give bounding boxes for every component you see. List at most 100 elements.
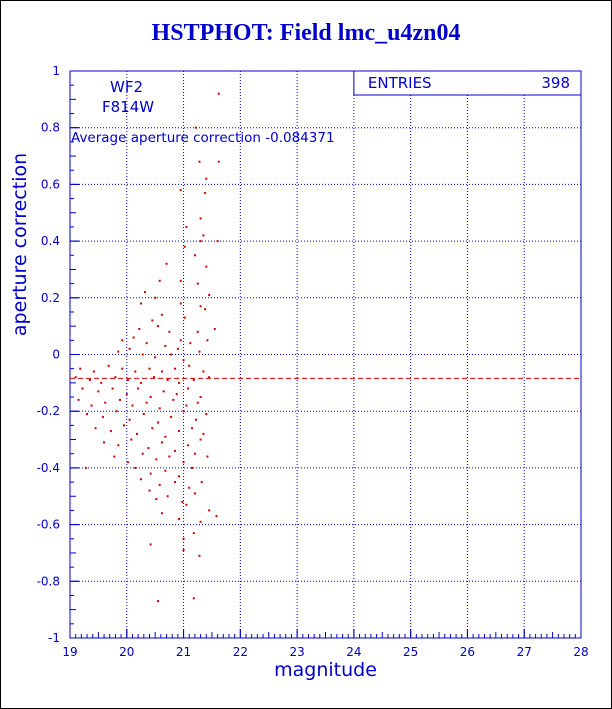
data-point	[205, 265, 208, 268]
data-point	[134, 466, 137, 469]
x-tick-label: 26	[460, 645, 475, 659]
data-point	[192, 532, 195, 535]
data-point	[191, 466, 194, 469]
data-point	[130, 438, 133, 441]
data-point	[172, 398, 175, 401]
data-point	[114, 376, 117, 379]
data-point	[196, 330, 199, 333]
data-point	[193, 492, 196, 495]
x-tick-label: 20	[119, 645, 134, 659]
stats-entries-label: ENTRIES	[368, 74, 432, 92]
data-point	[185, 225, 188, 228]
data-point	[149, 543, 152, 546]
data-point	[205, 413, 208, 416]
data-point	[200, 481, 203, 484]
data-point	[111, 387, 114, 390]
y-tick-label: 0.2	[41, 291, 60, 305]
data-point	[199, 305, 202, 308]
data-point	[199, 240, 202, 243]
data-point	[155, 458, 158, 461]
data-point	[145, 342, 148, 345]
data-point	[198, 350, 201, 353]
data-point	[170, 415, 173, 418]
data-point	[101, 415, 104, 418]
data-point	[217, 160, 220, 163]
data-point	[196, 282, 199, 285]
data-point	[178, 475, 181, 478]
data-point	[178, 430, 181, 433]
y-tick-label: 0	[52, 348, 60, 362]
data-point	[164, 344, 167, 347]
data-point	[179, 279, 182, 282]
data-point	[202, 370, 205, 373]
data-point	[187, 444, 190, 447]
data-point	[151, 427, 154, 430]
data-point	[158, 483, 161, 486]
data-point	[188, 364, 191, 367]
data-point	[182, 537, 185, 540]
data-point	[205, 177, 208, 180]
data-point	[148, 489, 151, 492]
data-point	[181, 500, 184, 503]
data-point	[168, 330, 171, 333]
data-point	[141, 353, 144, 356]
data-point	[208, 509, 211, 512]
data-point	[126, 461, 129, 464]
data-point	[170, 353, 173, 356]
data-point	[182, 461, 185, 464]
data-point	[204, 308, 207, 311]
data-point	[199, 520, 202, 523]
stats-box	[353, 70, 582, 96]
data-point	[126, 379, 129, 382]
data-point	[134, 370, 137, 373]
tick-labels: 19 20 21 22 23 24 25 26 27 28 -1 -0.8 -0.6 -0.4 -0.2 0 0…	[37, 64, 589, 659]
data-point	[137, 387, 140, 390]
x-tick-label: 19	[62, 645, 77, 659]
data-point	[139, 381, 142, 384]
x-tick-label: 21	[176, 645, 191, 659]
data-point	[147, 447, 150, 450]
data-point	[81, 387, 84, 390]
data-point	[213, 327, 216, 330]
data-point	[109, 430, 112, 433]
average-annotation: Average aperture correction -0.084371	[71, 130, 335, 146]
data-point	[206, 339, 209, 342]
data-point	[154, 356, 157, 359]
data-point	[84, 466, 87, 469]
y-tick-label: -1	[48, 631, 60, 645]
data-point	[206, 455, 209, 458]
y-tick-label: -0.6	[37, 518, 60, 532]
data-point	[192, 379, 195, 382]
data-point	[195, 126, 198, 129]
x-tick-label: 24	[346, 645, 361, 659]
data-point	[179, 189, 182, 192]
data-point	[158, 279, 161, 282]
data-point	[198, 554, 201, 557]
data-point	[117, 444, 120, 447]
data-point	[174, 367, 177, 370]
data-point	[148, 367, 151, 370]
data-point	[77, 398, 80, 401]
data-point	[74, 376, 77, 379]
data-points	[74, 92, 220, 603]
data-point	[182, 359, 185, 362]
data-point	[208, 376, 211, 379]
data-point	[139, 478, 142, 481]
data-point	[143, 291, 146, 294]
data-point	[162, 390, 165, 393]
data-point	[160, 441, 163, 444]
data-point	[168, 455, 171, 458]
data-point	[103, 441, 106, 444]
data-point	[164, 435, 167, 438]
data-point	[183, 316, 186, 319]
data-point	[199, 217, 202, 220]
data-point	[86, 413, 89, 416]
data-point	[145, 401, 148, 404]
data-point	[198, 160, 201, 163]
y-tick-label: -0.8	[37, 574, 60, 588]
data-point	[94, 427, 97, 430]
data-point	[158, 407, 161, 410]
data-point	[216, 240, 219, 243]
data-point	[115, 410, 118, 413]
